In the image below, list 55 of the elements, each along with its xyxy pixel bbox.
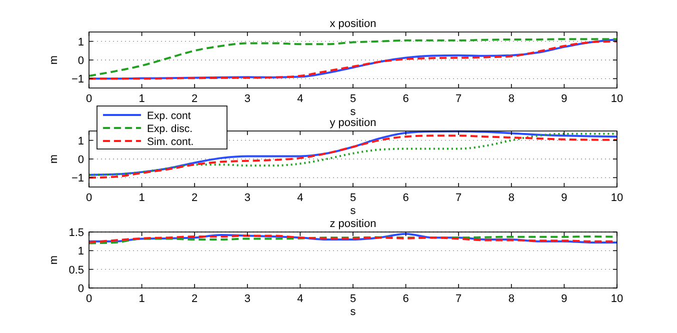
x-tick-label: 5 — [350, 93, 356, 105]
x-tick-label: 0 — [86, 93, 92, 105]
x-tick-label: 8 — [508, 192, 514, 204]
x-tick-label: 3 — [244, 93, 250, 105]
chart-title: z position — [330, 218, 376, 230]
chart-title: x position — [330, 18, 376, 30]
x-tick-label: 10 — [610, 293, 624, 305]
x-tick-label: 0 — [86, 192, 92, 204]
y-tick-label: 0 — [78, 283, 84, 295]
y-tick-label: 1 — [78, 135, 84, 148]
x-axis-title: s — [350, 306, 356, 318]
x-tick-label: 10 — [610, 192, 624, 204]
x-tick-label: 5 — [350, 293, 356, 305]
x-tick-label: 6 — [402, 192, 409, 204]
x-tick-label: 2 — [192, 192, 198, 204]
chart-title: y position — [330, 117, 376, 129]
x-tick-label: 7 — [456, 293, 462, 305]
x-tick-label: 7 — [456, 93, 462, 105]
y-axis-title: m — [48, 154, 60, 164]
x-tick-label: 8 — [508, 293, 514, 305]
x-tick-label: 9 — [561, 93, 568, 105]
x-tick-label: 1 — [138, 192, 145, 204]
x-tick-label: 2 — [192, 93, 198, 105]
x-tick-label: 9 — [561, 293, 568, 305]
y-axis-title: m — [48, 55, 60, 65]
legend-label: Sim. cont. — [147, 136, 194, 148]
y-tick-label: 0 — [78, 55, 84, 67]
legend-label: Exp. disc. — [147, 123, 193, 135]
y-axis-title: m — [48, 255, 60, 265]
x-tick-label: 3 — [244, 293, 250, 305]
y-tick-label: 1 — [78, 246, 84, 258]
x-tick-label: 8 — [508, 93, 514, 105]
x-tick-label: 6 — [402, 293, 409, 305]
x-tick-label: 3 — [244, 192, 250, 204]
x-tick-label: 10 — [610, 93, 624, 105]
x-tick-label: 1 — [138, 293, 145, 305]
y-tick-label: 1 — [78, 36, 84, 48]
x-tick-label: 0 — [86, 293, 92, 305]
legend-label: Exp. cont — [147, 110, 191, 122]
x-tick-label: 4 — [297, 192, 304, 204]
y-tick-label: 1.5 — [68, 227, 84, 239]
x-tick-label: 6 — [402, 93, 409, 105]
x-tick-label: 1 — [138, 93, 145, 105]
x-tick-label: 4 — [297, 293, 304, 305]
x-tick-label: 7 — [456, 192, 462, 204]
x-tick-label: 4 — [297, 93, 304, 105]
y-tick-label: 0.5 — [68, 264, 84, 276]
y-tick-label: 0 — [78, 154, 84, 166]
x-tick-label: 2 — [192, 293, 198, 305]
x-tick-label: 9 — [561, 192, 568, 204]
x-tick-label: 5 — [350, 192, 356, 204]
x-axis-title: s — [350, 205, 356, 217]
y-tick-label: −1 — [71, 172, 84, 185]
x-axis-title: s — [350, 106, 356, 118]
y-tick-label: −1 — [71, 74, 84, 86]
